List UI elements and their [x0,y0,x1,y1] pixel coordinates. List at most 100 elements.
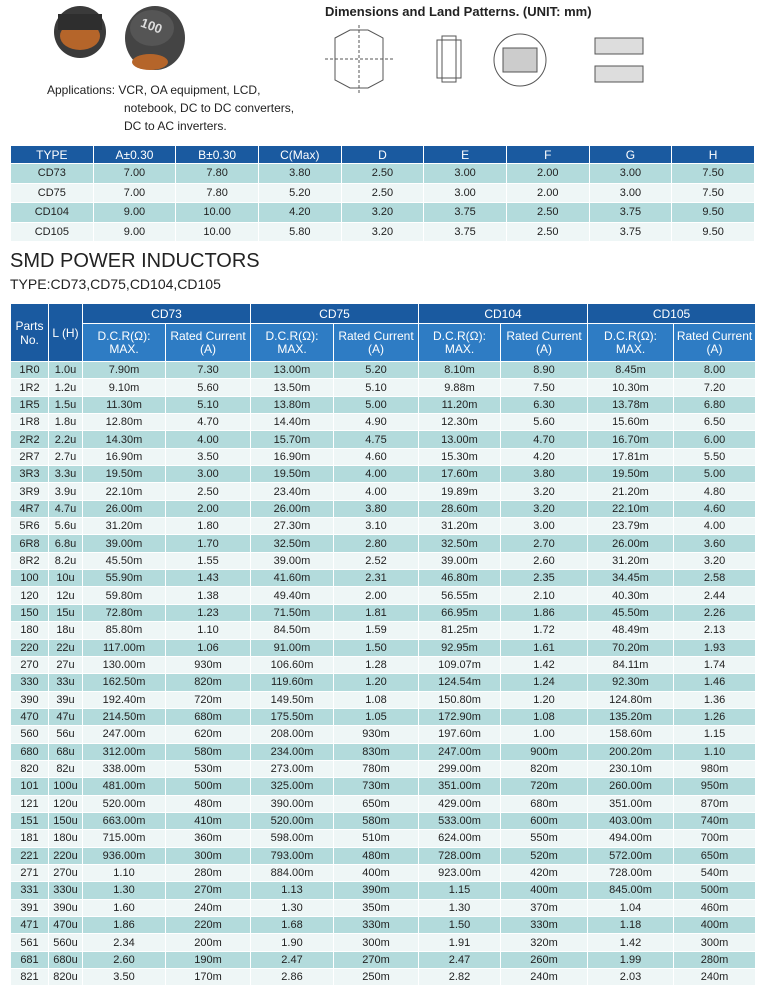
cell: 2.13 [673,621,757,640]
cell: 870m [673,794,757,813]
cell: 390.00m [250,794,334,813]
cell: 560u [48,933,83,952]
column-header: C(Max) [257,145,342,164]
cell: 17.81m [587,447,675,467]
cell: 821 [10,968,49,986]
cell: 2.47 [418,950,501,970]
cell: 7.50 [499,378,589,397]
cell: 7.20 [673,378,757,397]
cell: 400m [333,863,419,883]
cell: 360m [165,829,251,848]
cell: 158.60m [587,725,675,744]
cell: 150.80m [418,690,501,709]
cell: 4.00 [333,482,419,501]
cell: 2.50 [340,182,425,203]
cell: 31.20m [418,517,501,536]
cell: 240m [499,968,589,986]
cell: 624.00m [418,829,501,848]
cell: 1.55 [165,551,251,571]
cell: 1.10 [82,863,166,883]
cell: 936.00m [82,846,166,865]
cell: 820 [10,759,49,779]
cell: 15.70m [250,430,334,449]
cell: 1.28 [333,655,419,675]
title: SMD POWER INDUCTORS [10,250,260,272]
cell: 680m [499,794,589,813]
cell: 9.50 [671,202,755,223]
cell: 220m [165,915,251,935]
cell: 100 [10,569,49,588]
cell: 40.30m [587,586,675,605]
cell: 13.00m [418,430,501,449]
cell: 350m [333,898,419,918]
cell: 2.44 [673,586,757,605]
column-header: TYPE [10,145,94,164]
cell: 9.88m [418,378,501,397]
column-header: G [588,145,673,164]
cell: 270m [333,950,419,970]
cell: 82u [48,759,83,779]
cell: 1.2u [48,378,83,397]
column-header: D.C.R(Ω): MAX. [82,323,166,362]
cell: 8.2u [48,551,83,571]
row: 100 10u 55.90m 1.43 41.60m 2.31 46.80m 2.35 34.4… [10,569,757,588]
cell: 550m [499,829,589,848]
cell: 1.80 [165,517,251,536]
cell: 19.50m [82,465,166,484]
group-header: CD75 [250,303,419,324]
cell: 390u [48,898,83,918]
cell: 3.50 [82,968,166,986]
row: 6R8 6.8u 39.00m 1.70 32.50m 2.80 32.50m 2.70 26.… [10,534,757,553]
row: 330 33u 162.50m 820m 119.60m 1.20 124.54m 1.24 9… [10,673,757,692]
cell: 3R3 [10,465,49,484]
cell: 72.80m [82,603,166,623]
row: CD105 9.00 10.00 5.80 3.20 3.75 2.50 3.75 9.50 [10,221,755,242]
row: 1R5 1.5u 11.30m 5.10 13.80m 5.00 11.20m 6.30 13.… [10,395,757,415]
cell: 9.10m [82,378,166,397]
cell: 2.31 [333,569,419,588]
cell: 7.30 [165,360,251,380]
cell: 27u [48,655,83,675]
cell: 19.50m [250,465,334,484]
row: 1R0 1.0u 7.90m 7.30 13.00m 5.20 8.10m 8.90 8.45m… [10,360,757,380]
row: 2R2 2.2u 14.30m 4.00 15.70m 4.75 13.00m 4.70 16.… [10,430,757,449]
cell: 5.10 [165,395,251,415]
cell: 2.10 [499,586,589,605]
header-row: TYPE A±0.30 B±0.30 C(Max) D E F G H [10,145,755,164]
cell: 109.07m [418,655,501,675]
row: 1R2 1.2u 9.10m 5.60 13.50m 5.10 9.88m 7.50 10.30… [10,378,757,397]
cell: 68u [48,742,83,761]
cell: 1.13 [250,881,334,900]
row: CD73 7.00 7.80 3.80 2.50 3.00 2.00 3.00 7.50 [10,163,755,184]
cell: 1R5 [10,395,49,415]
cell: 680u [48,950,83,970]
column-header: E [423,145,507,164]
cell: 1.30 [82,881,166,900]
cell: 6.30 [499,395,589,415]
cell: 300m [673,933,757,952]
cell: 580m [165,742,251,761]
cell: 740m [673,811,757,831]
cell: 55.90m [82,569,166,588]
cell: 2.70 [499,534,589,553]
cell: 1.72 [499,621,589,640]
row: 470 47u 214.50m 680m 175.50m 1.05 172.90m 1.08 1… [10,707,757,727]
cell: 1.59 [333,621,419,640]
row: 820 82u 338.00m 530m 273.00m 780m 299.00m 820m 2… [10,759,757,779]
cell: 1.91 [418,933,501,952]
cell: 3.80 [499,465,589,484]
cell: 10.00 [175,221,259,242]
cell: 471 [10,915,49,935]
cell: 220 [10,638,49,657]
cell: 3.00 [423,182,507,203]
cell: 280m [165,863,251,883]
dimension-drawings [325,25,644,95]
cell: 197.60m [418,725,501,744]
row: 101 100u 481.00m 500m 325.00m 730m 351.00m 720m… [10,777,757,796]
cell: 1R0 [10,360,49,380]
row: 1R8 1.8u 12.80m 4.70 14.40m 4.90 12.30m 5.60 15.… [10,413,757,432]
cell: 680 [10,742,49,761]
cell: 5.00 [333,395,419,415]
cell: 71.50m [250,603,334,623]
cell: 221 [10,846,49,865]
